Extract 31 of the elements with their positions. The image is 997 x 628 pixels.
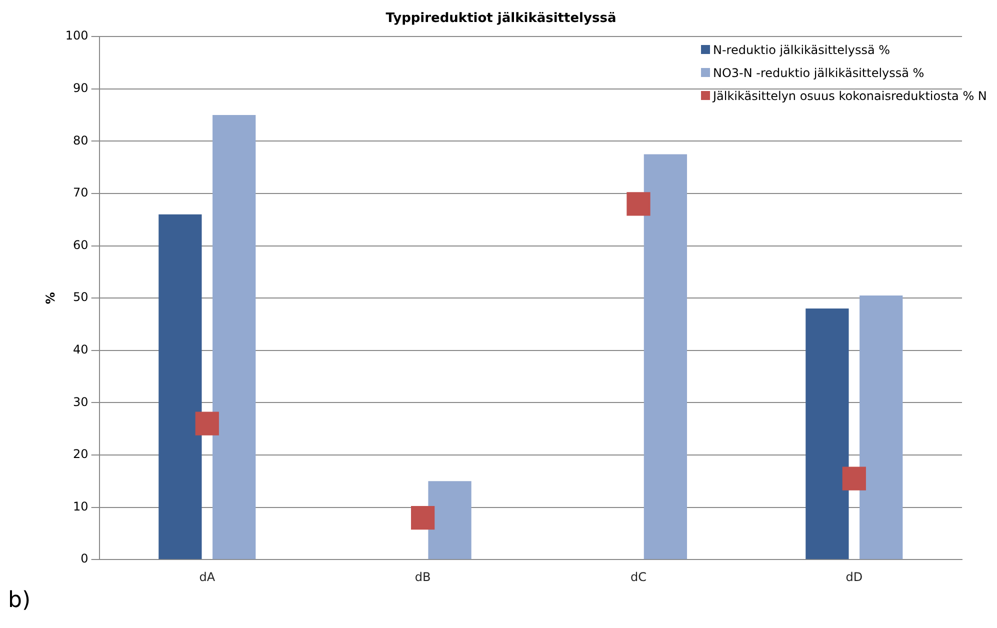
legend-label: N-reduktio jälkikäsittelyssä % [713, 42, 890, 57]
bar [212, 115, 256, 560]
point [195, 412, 219, 436]
y-tick-label: 20 [73, 447, 88, 462]
chart-title: Typpireduktiot jälkikäsittelyssä [386, 11, 616, 26]
legend-label: NO3-N -reduktio jälkikäsittelyssä % [713, 66, 924, 80]
point [626, 192, 650, 216]
x-tick-label: dD [846, 570, 863, 584]
x-tick-label: dB [414, 570, 431, 584]
x-tick-label: dC [630, 570, 646, 584]
y-tick-label: 40 [73, 342, 88, 357]
y-tick-label: 30 [73, 394, 88, 409]
point [411, 506, 435, 530]
y-tick-label: 80 [73, 133, 88, 148]
bar [158, 214, 202, 560]
y-tick-label: 0 [80, 552, 88, 566]
y-tick-label: 100 [65, 28, 88, 43]
bar [428, 481, 472, 560]
point [842, 466, 866, 490]
y-tick-label: 50 [73, 290, 88, 304]
bar [860, 295, 903, 560]
y-tick-label: 70 [73, 186, 88, 200]
bar [644, 154, 688, 560]
y-tick-label: 10 [73, 499, 88, 514]
bar [806, 308, 849, 560]
y-tick-label: 60 [73, 238, 88, 252]
x-tick-label: dA [199, 570, 216, 584]
y-tick-label: 90 [73, 81, 88, 96]
y-axis-title: % [43, 292, 58, 304]
text: b) [8, 588, 31, 613]
legend-label: Jälkikäsittelyn osuus kokonaisreduktiosta % N [713, 88, 987, 103]
